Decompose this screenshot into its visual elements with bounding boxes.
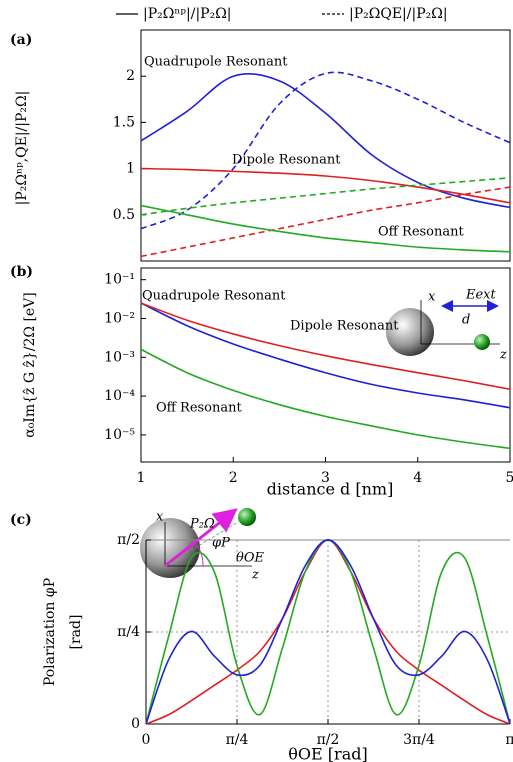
- y-axis-label: |P₂Ωⁿᵖ,QE|/|P₂Ω|: [14, 91, 30, 206]
- inset-label: z: [251, 568, 259, 583]
- data-line: [140, 204, 511, 253]
- x-tick-label: π/2: [317, 732, 340, 748]
- x-tick-label: 0: [142, 732, 151, 748]
- legend-label: |P₂ΩQE|/|P₂Ω|: [349, 6, 448, 22]
- x-axis-label: distance d [nm]: [267, 480, 394, 499]
- panel-label: (c): [10, 512, 32, 528]
- plot-frame: [140, 29, 511, 262]
- data-line: [140, 302, 511, 409]
- data-line: [140, 186, 511, 258]
- x-tick-label: 2: [229, 470, 238, 486]
- inset-label: x: [156, 510, 164, 525]
- y-tick-label: 10⁻⁵: [104, 427, 135, 443]
- y-tick-label: 1: [126, 161, 135, 177]
- x-tick-label: 4: [413, 470, 422, 486]
- y-axis-label: α₀Im{ẑ G ẑ}/2Ω [eV]: [22, 292, 38, 438]
- y-tick-label: π/2: [117, 532, 140, 548]
- inset-label: θOE: [236, 551, 264, 566]
- x-tick-label: 1: [137, 470, 146, 486]
- x-tick-label: π/4: [226, 732, 249, 748]
- data-line: [140, 71, 511, 230]
- x-tick-label: π: [505, 732, 513, 748]
- y-tick-label: 0: [131, 716, 140, 732]
- data-line: [140, 73, 511, 209]
- inset-c: [140, 508, 256, 578]
- annotation: Dipole Resonant: [232, 153, 341, 168]
- inset-label: P₂Ω: [189, 517, 215, 532]
- data-line: [140, 167, 511, 204]
- series-label: Off Resonant: [156, 401, 243, 416]
- y-tick-label: π/4: [117, 624, 140, 640]
- y-tick-label: 10⁻¹: [104, 272, 135, 288]
- annotation: Off Resonant: [378, 225, 465, 240]
- y-tick-label: 0.5: [113, 207, 135, 223]
- y-axis-label: [rad]: [68, 615, 84, 650]
- inset-label: φP: [212, 536, 230, 551]
- annotation: Quadrupole Resonant: [144, 55, 288, 70]
- y-axis-label: Polarization φP: [42, 578, 58, 686]
- inset-b: [386, 300, 500, 356]
- inset-label: z: [499, 348, 507, 363]
- inset-label: x: [428, 290, 436, 305]
- y-tick-label: 10⁻²: [104, 310, 135, 326]
- data-line: [140, 302, 511, 391]
- legend-label: |P₂Ωⁿᵖ|/|P₂Ω|: [143, 6, 232, 22]
- series-label: Quadrupole Resonant: [142, 289, 286, 304]
- inset-label: d: [462, 313, 470, 328]
- series-label: Dipole Resonant: [290, 319, 399, 334]
- data-line: [140, 348, 511, 450]
- data-line: [140, 177, 511, 216]
- y-tick-label: 2: [126, 68, 135, 84]
- inset-label: Eext: [465, 288, 497, 303]
- x-tick-label: 3: [321, 470, 330, 486]
- y-tick-label: 10⁻³: [104, 349, 135, 365]
- x-tick-label: 3π/4: [403, 732, 435, 748]
- y-tick-label: 1.5: [113, 114, 135, 130]
- y-tick-label: 10⁻⁴: [104, 388, 135, 404]
- panel-label: (a): [10, 32, 32, 48]
- panel-label: (b): [10, 264, 33, 280]
- x-axis-label: θOE [rad]: [288, 745, 367, 762]
- x-tick-label: 5: [506, 470, 513, 486]
- data-line: [145, 539, 511, 725]
